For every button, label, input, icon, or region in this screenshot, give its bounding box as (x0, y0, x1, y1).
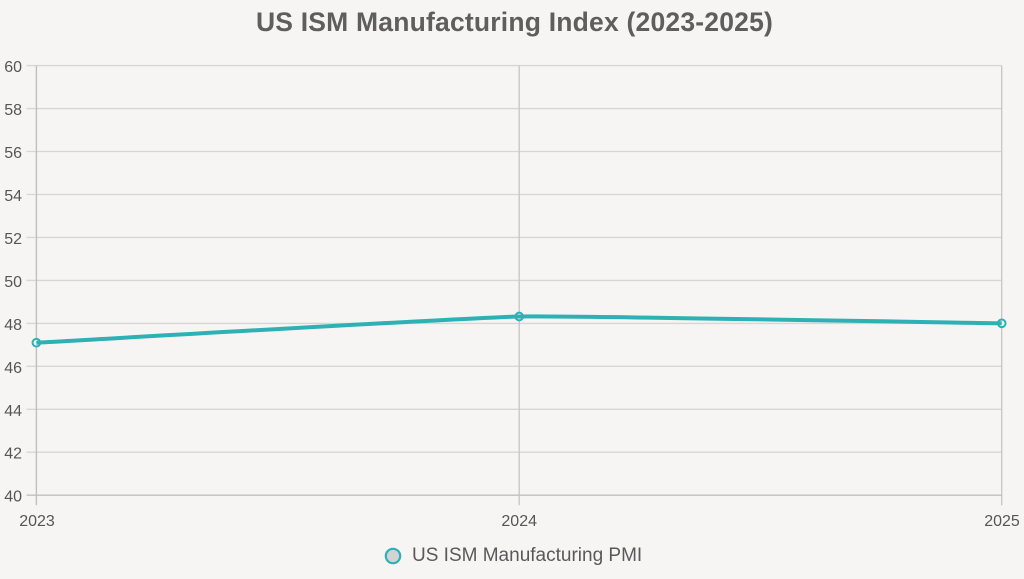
svg-text:40: 40 (4, 489, 22, 506)
svg-text:2023: 2023 (19, 513, 55, 530)
svg-text:50: 50 (4, 274, 22, 291)
svg-text:60: 60 (4, 59, 22, 76)
svg-text:52: 52 (4, 231, 22, 248)
svg-text:2024: 2024 (501, 513, 537, 530)
svg-text:US ISM Manufacturing PMI: US ISM Manufacturing PMI (412, 545, 642, 566)
svg-text:2025: 2025 (984, 513, 1020, 530)
svg-text:46: 46 (4, 360, 22, 377)
svg-text:US ISM Manufacturing Index (20: US ISM Manufacturing Index (2023-2025) (256, 7, 773, 37)
svg-text:58: 58 (4, 102, 22, 119)
svg-text:48: 48 (4, 317, 22, 334)
svg-text:56: 56 (4, 145, 22, 162)
svg-text:44: 44 (4, 403, 22, 420)
svg-text:42: 42 (4, 446, 22, 463)
svg-text:54: 54 (4, 188, 22, 205)
